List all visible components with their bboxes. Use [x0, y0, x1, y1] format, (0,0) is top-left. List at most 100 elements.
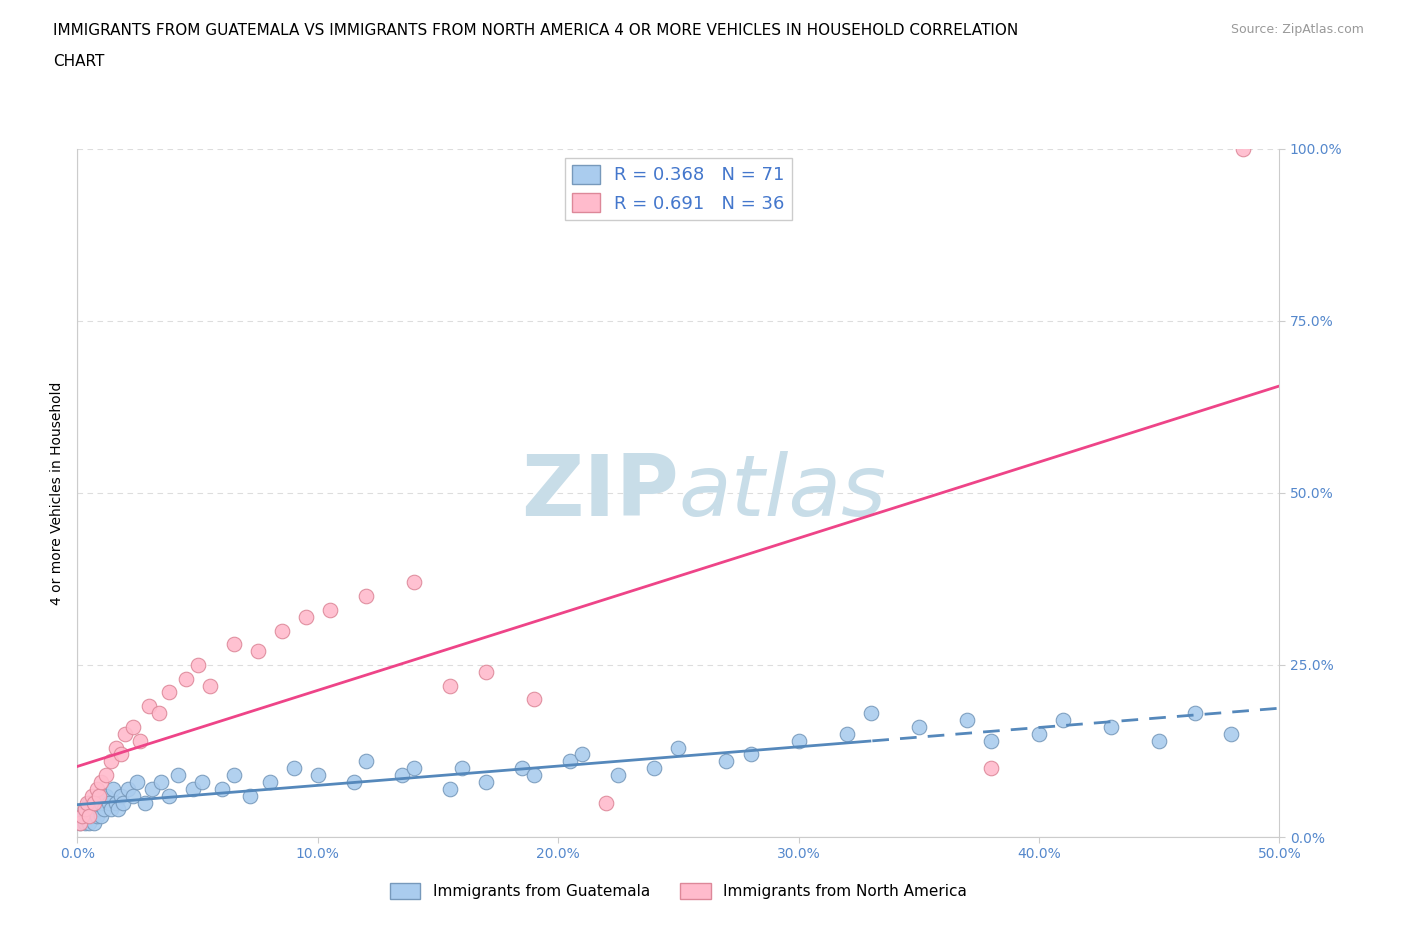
Point — [110, 789, 132, 804]
Point — [141, 781, 163, 796]
Point — [97, 795, 120, 810]
Point — [246, 644, 269, 658]
Point — [70, 809, 93, 824]
Point — [908, 720, 931, 735]
Point — [222, 637, 245, 652]
Text: atlas: atlas — [679, 451, 886, 535]
Text: IMMIGRANTS FROM GUATEMALA VS IMMIGRANTS FROM NORTH AMERICA 4 OR MORE VEHICLES IN: IMMIGRANTS FROM GUATEMALA VS IMMIGRANTS … — [53, 23, 1019, 38]
Point — [181, 781, 204, 796]
Point — [157, 789, 180, 804]
Point — [607, 767, 630, 782]
Point — [111, 795, 134, 810]
Point — [1052, 712, 1074, 727]
Point — [716, 754, 738, 769]
Text: ZIP: ZIP — [520, 451, 679, 535]
Point — [1184, 706, 1206, 721]
Point — [475, 775, 498, 790]
Point — [90, 775, 112, 790]
Point — [69, 816, 91, 830]
Point — [73, 816, 96, 830]
Legend: Immigrants from Guatemala, Immigrants from North America: Immigrants from Guatemala, Immigrants fr… — [384, 877, 973, 905]
Y-axis label: 4 or more Vehicles in Household: 4 or more Vehicles in Household — [51, 381, 65, 604]
Point — [668, 740, 690, 755]
Text: CHART: CHART — [53, 54, 105, 69]
Point — [523, 692, 546, 707]
Point — [270, 623, 292, 638]
Point — [76, 809, 98, 824]
Point — [86, 795, 108, 810]
Point — [96, 767, 118, 782]
Point — [439, 781, 461, 796]
Point — [80, 795, 103, 810]
Point — [475, 664, 498, 679]
Point — [402, 575, 425, 590]
Point — [80, 789, 103, 804]
Point — [114, 726, 136, 741]
Point — [343, 775, 366, 790]
Point — [167, 767, 190, 782]
Point — [76, 802, 98, 817]
Point — [191, 775, 214, 790]
Point — [138, 698, 160, 713]
Point — [391, 767, 413, 782]
Point — [121, 720, 143, 735]
Point — [859, 706, 882, 721]
Point — [319, 603, 342, 618]
Point — [86, 809, 108, 824]
Point — [70, 809, 93, 824]
Point — [79, 795, 101, 810]
Point — [76, 795, 98, 810]
Point — [740, 747, 762, 762]
Point — [103, 781, 125, 796]
Point — [83, 816, 105, 830]
Point — [451, 761, 474, 776]
Point — [83, 802, 105, 817]
Point — [439, 678, 461, 693]
Point — [150, 775, 173, 790]
Point — [1099, 720, 1122, 735]
Point — [1028, 726, 1050, 741]
Text: Source: ZipAtlas.com: Source: ZipAtlas.com — [1230, 23, 1364, 36]
Point — [1149, 733, 1171, 748]
Point — [980, 761, 1002, 776]
Point — [283, 761, 305, 776]
Point — [187, 658, 209, 672]
Point — [787, 733, 810, 748]
Point — [79, 816, 101, 830]
Point — [83, 795, 105, 810]
Point — [239, 789, 262, 804]
Point — [211, 781, 233, 796]
Point — [595, 795, 617, 810]
Point — [69, 816, 91, 830]
Point — [110, 747, 132, 762]
Point — [86, 781, 108, 796]
Point — [87, 802, 110, 817]
Point — [93, 802, 115, 817]
Point — [157, 685, 180, 700]
Point — [259, 775, 281, 790]
Point — [90, 809, 112, 824]
Point — [510, 761, 533, 776]
Point — [87, 789, 110, 804]
Point — [956, 712, 979, 727]
Point — [87, 789, 110, 804]
Point — [402, 761, 425, 776]
Point — [127, 775, 149, 790]
Point — [560, 754, 582, 769]
Point — [1232, 141, 1254, 156]
Point — [198, 678, 221, 693]
Point — [100, 802, 122, 817]
Point — [294, 609, 316, 624]
Point — [148, 706, 170, 721]
Point — [1220, 726, 1243, 741]
Point — [121, 789, 143, 804]
Point — [96, 789, 118, 804]
Point — [980, 733, 1002, 748]
Point — [222, 767, 245, 782]
Point — [128, 733, 150, 748]
Point — [134, 795, 156, 810]
Point — [174, 671, 197, 686]
Point — [307, 767, 329, 782]
Point — [80, 809, 103, 824]
Point — [107, 802, 129, 817]
